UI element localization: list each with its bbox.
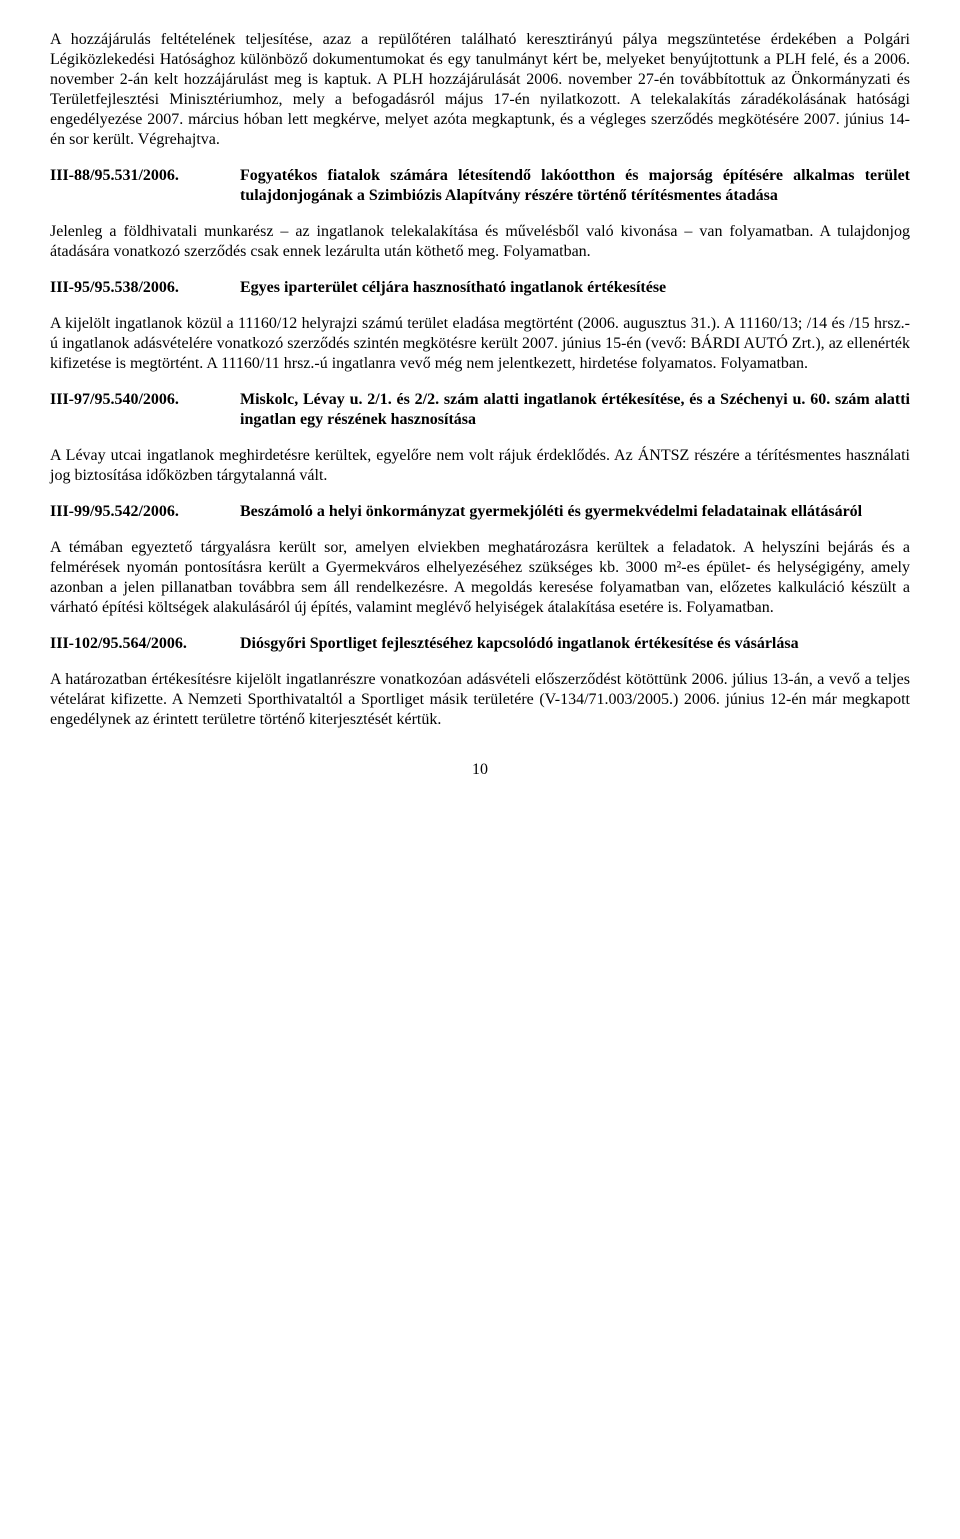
entry-title: Egyes iparterület céljára hasznosítható …: [240, 278, 910, 298]
entry-ref: III-88/95.531/2006.: [50, 166, 240, 186]
entry-body: Jelenleg a földhivatali munkarész – az i…: [50, 222, 910, 262]
entry-title: Beszámoló a helyi önkormányzat gyermekjó…: [240, 502, 910, 522]
entry-ref: III-97/95.540/2006.: [50, 390, 240, 410]
entry-block: III-95/95.538/2006. Egyes iparterület cé…: [50, 278, 910, 298]
entry-block: III-88/95.531/2006. Fogyatékos fiatalok …: [50, 166, 910, 206]
entry-title: Fogyatékos fiatalok számára létesítendő …: [240, 166, 910, 206]
entry-body: A témában egyeztető tárgyalásra került s…: [50, 538, 910, 618]
entry-block: III-97/95.540/2006. Miskolc, Lévay u. 2/…: [50, 390, 910, 430]
entry-title: Miskolc, Lévay u. 2/1. és 2/2. szám alat…: [240, 390, 910, 430]
entry-body: A határozatban értékesítésre kijelölt in…: [50, 670, 910, 730]
entry-body: A Lévay utcai ingatlanok meghirdetésre k…: [50, 446, 910, 486]
entry-ref: III-99/95.542/2006.: [50, 502, 240, 522]
entry-ref: III-95/95.538/2006.: [50, 278, 240, 298]
entry-ref: III-102/95.564/2006.: [50, 634, 240, 654]
entry-body: A kijelölt ingatlanok közül a 11160/12 h…: [50, 314, 910, 374]
intro-paragraph: A hozzájárulás feltételének teljesítése,…: [50, 30, 910, 150]
entry-title: Diósgyőri Sportliget fejlesztéséhez kapc…: [240, 634, 910, 654]
page-number: 10: [50, 760, 910, 780]
entry-block: III-102/95.564/2006. Diósgyőri Sportlige…: [50, 634, 910, 654]
entry-block: III-99/95.542/2006. Beszámoló a helyi ön…: [50, 502, 910, 522]
